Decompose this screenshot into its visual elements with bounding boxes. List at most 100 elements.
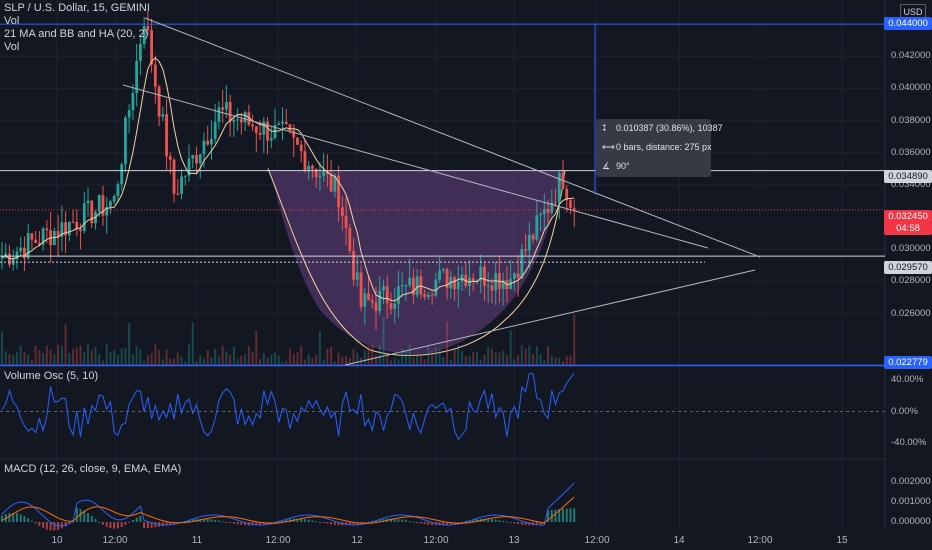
candle-body: [426, 294, 430, 298]
macd-histogram-bar: [285, 519, 288, 522]
candle-body: [314, 168, 318, 178]
volume-bar: [180, 356, 183, 365]
macd-histogram-bar: [116, 522, 119, 529]
macd-histogram-bar: [113, 522, 116, 529]
macd-histogram-bar: [401, 519, 404, 522]
volume-bar: [124, 347, 127, 365]
volume-bar: [94, 347, 97, 365]
candle-body: [572, 207, 576, 210]
candle-body: [191, 155, 195, 159]
bar-range-icon: ⟷: [602, 142, 615, 152]
candle-body: [146, 26, 150, 31]
top-level-tag: 0.044000: [884, 17, 932, 30]
candle-body: [535, 215, 539, 240]
volume-bar: [375, 355, 377, 365]
macd-histogram-bar: [565, 508, 568, 522]
candle-body: [355, 272, 359, 280]
volume-bar: [4, 351, 7, 365]
candle-body: [116, 184, 120, 197]
volume-bar: [206, 350, 209, 365]
macd-histogram-bar: [34, 522, 37, 524]
candle-body: [434, 279, 438, 296]
candle-body: [385, 286, 389, 304]
symbol-title[interactable]: SLP / U.S. Dollar, 15, GEMINI: [4, 2, 150, 14]
volume-bar: [60, 346, 63, 365]
macd-histogram-bar: [505, 521, 508, 523]
macd-histogram-bar: [236, 522, 239, 525]
macd-label[interactable]: MACD (12, 26, close, 9, EMA, EMA): [4, 463, 182, 475]
macd-histogram-bar: [124, 522, 127, 525]
macd-histogram-bar: [472, 519, 475, 522]
osc-tick-label: -40.00%: [891, 437, 927, 449]
volume-bar: [255, 330, 258, 365]
macd-histogram-bar: [143, 522, 146, 529]
macd-histogram-bar: [210, 519, 213, 522]
indicator-label[interactable]: 21 MA and BB and HA (20, 2): [4, 28, 149, 40]
volume-bar: [472, 351, 475, 365]
volume-bar: [345, 355, 348, 365]
volume-bar: [341, 356, 344, 365]
volume-bar: [184, 361, 187, 365]
volume-osc-label[interactable]: Volume Osc (5, 10): [4, 370, 99, 382]
vol-label-2[interactable]: Vol: [4, 41, 20, 53]
candle-body: [352, 250, 355, 280]
candle-body: [565, 188, 569, 201]
candle-body: [419, 276, 423, 295]
volume-bar: [79, 345, 82, 365]
candle-body: [569, 200, 572, 208]
macd-histogram-bar: [487, 518, 490, 522]
macd-histogram-bar: [131, 519, 134, 522]
macd-histogram-bar: [393, 518, 396, 522]
candle-body: [382, 286, 385, 291]
candle-body: [225, 102, 228, 110]
volume-bar: [442, 357, 445, 365]
macd-histogram-bar: [558, 509, 561, 522]
volume-bar: [393, 358, 396, 365]
macd-histogram-bar: [146, 522, 149, 529]
macd-histogram-bar: [360, 522, 363, 524]
volume-bar: [131, 354, 134, 365]
volume-bar: [27, 354, 30, 365]
candle-body: [67, 221, 71, 236]
macd-histogram-bar: [244, 522, 247, 526]
macd-histogram-bar: [431, 522, 434, 526]
currency-button[interactable]: USD: [900, 4, 926, 18]
volume-bar: [49, 349, 52, 365]
candle-body: [546, 209, 550, 213]
volume-bar: [520, 345, 523, 365]
volume-bar: [404, 351, 407, 365]
volume-bar: [120, 348, 123, 365]
macd-histogram-bar: [296, 518, 299, 522]
volume-bar: [259, 359, 262, 365]
candle-body: [168, 156, 172, 160]
macd-histogram-bar: [300, 518, 303, 522]
macd-histogram-bar: [90, 515, 93, 522]
candle-body: [172, 159, 176, 194]
time-tick-label: 13: [508, 535, 520, 546]
volume-bar: [318, 331, 321, 365]
candle-body: [45, 228, 49, 231]
price-tick-label: 0.042000: [891, 50, 931, 62]
candle-body: [486, 285, 490, 287]
volume-bar: [326, 348, 329, 365]
angle-icon: ∡: [602, 161, 611, 171]
macd-histogram-bar: [333, 522, 336, 525]
macd-histogram-bar: [109, 522, 112, 529]
volume-bar: [434, 347, 437, 365]
volume-bar: [449, 359, 452, 365]
macd-histogram-bar: [27, 518, 30, 522]
vol-label[interactable]: Vol: [4, 15, 20, 27]
candle-body: [79, 229, 82, 231]
volume-bar: [565, 355, 568, 365]
candle-body: [254, 126, 258, 133]
volume-bar: [274, 352, 277, 365]
volume-bar: [303, 360, 306, 365]
candle-body: [82, 203, 86, 231]
volume-bar: [23, 352, 26, 365]
volume-bar: [270, 354, 273, 365]
last-price-tag: 0.032450: [884, 210, 932, 223]
volume-bar: [371, 344, 374, 365]
volume-bar: [232, 347, 235, 365]
candle-body: [64, 222, 67, 236]
